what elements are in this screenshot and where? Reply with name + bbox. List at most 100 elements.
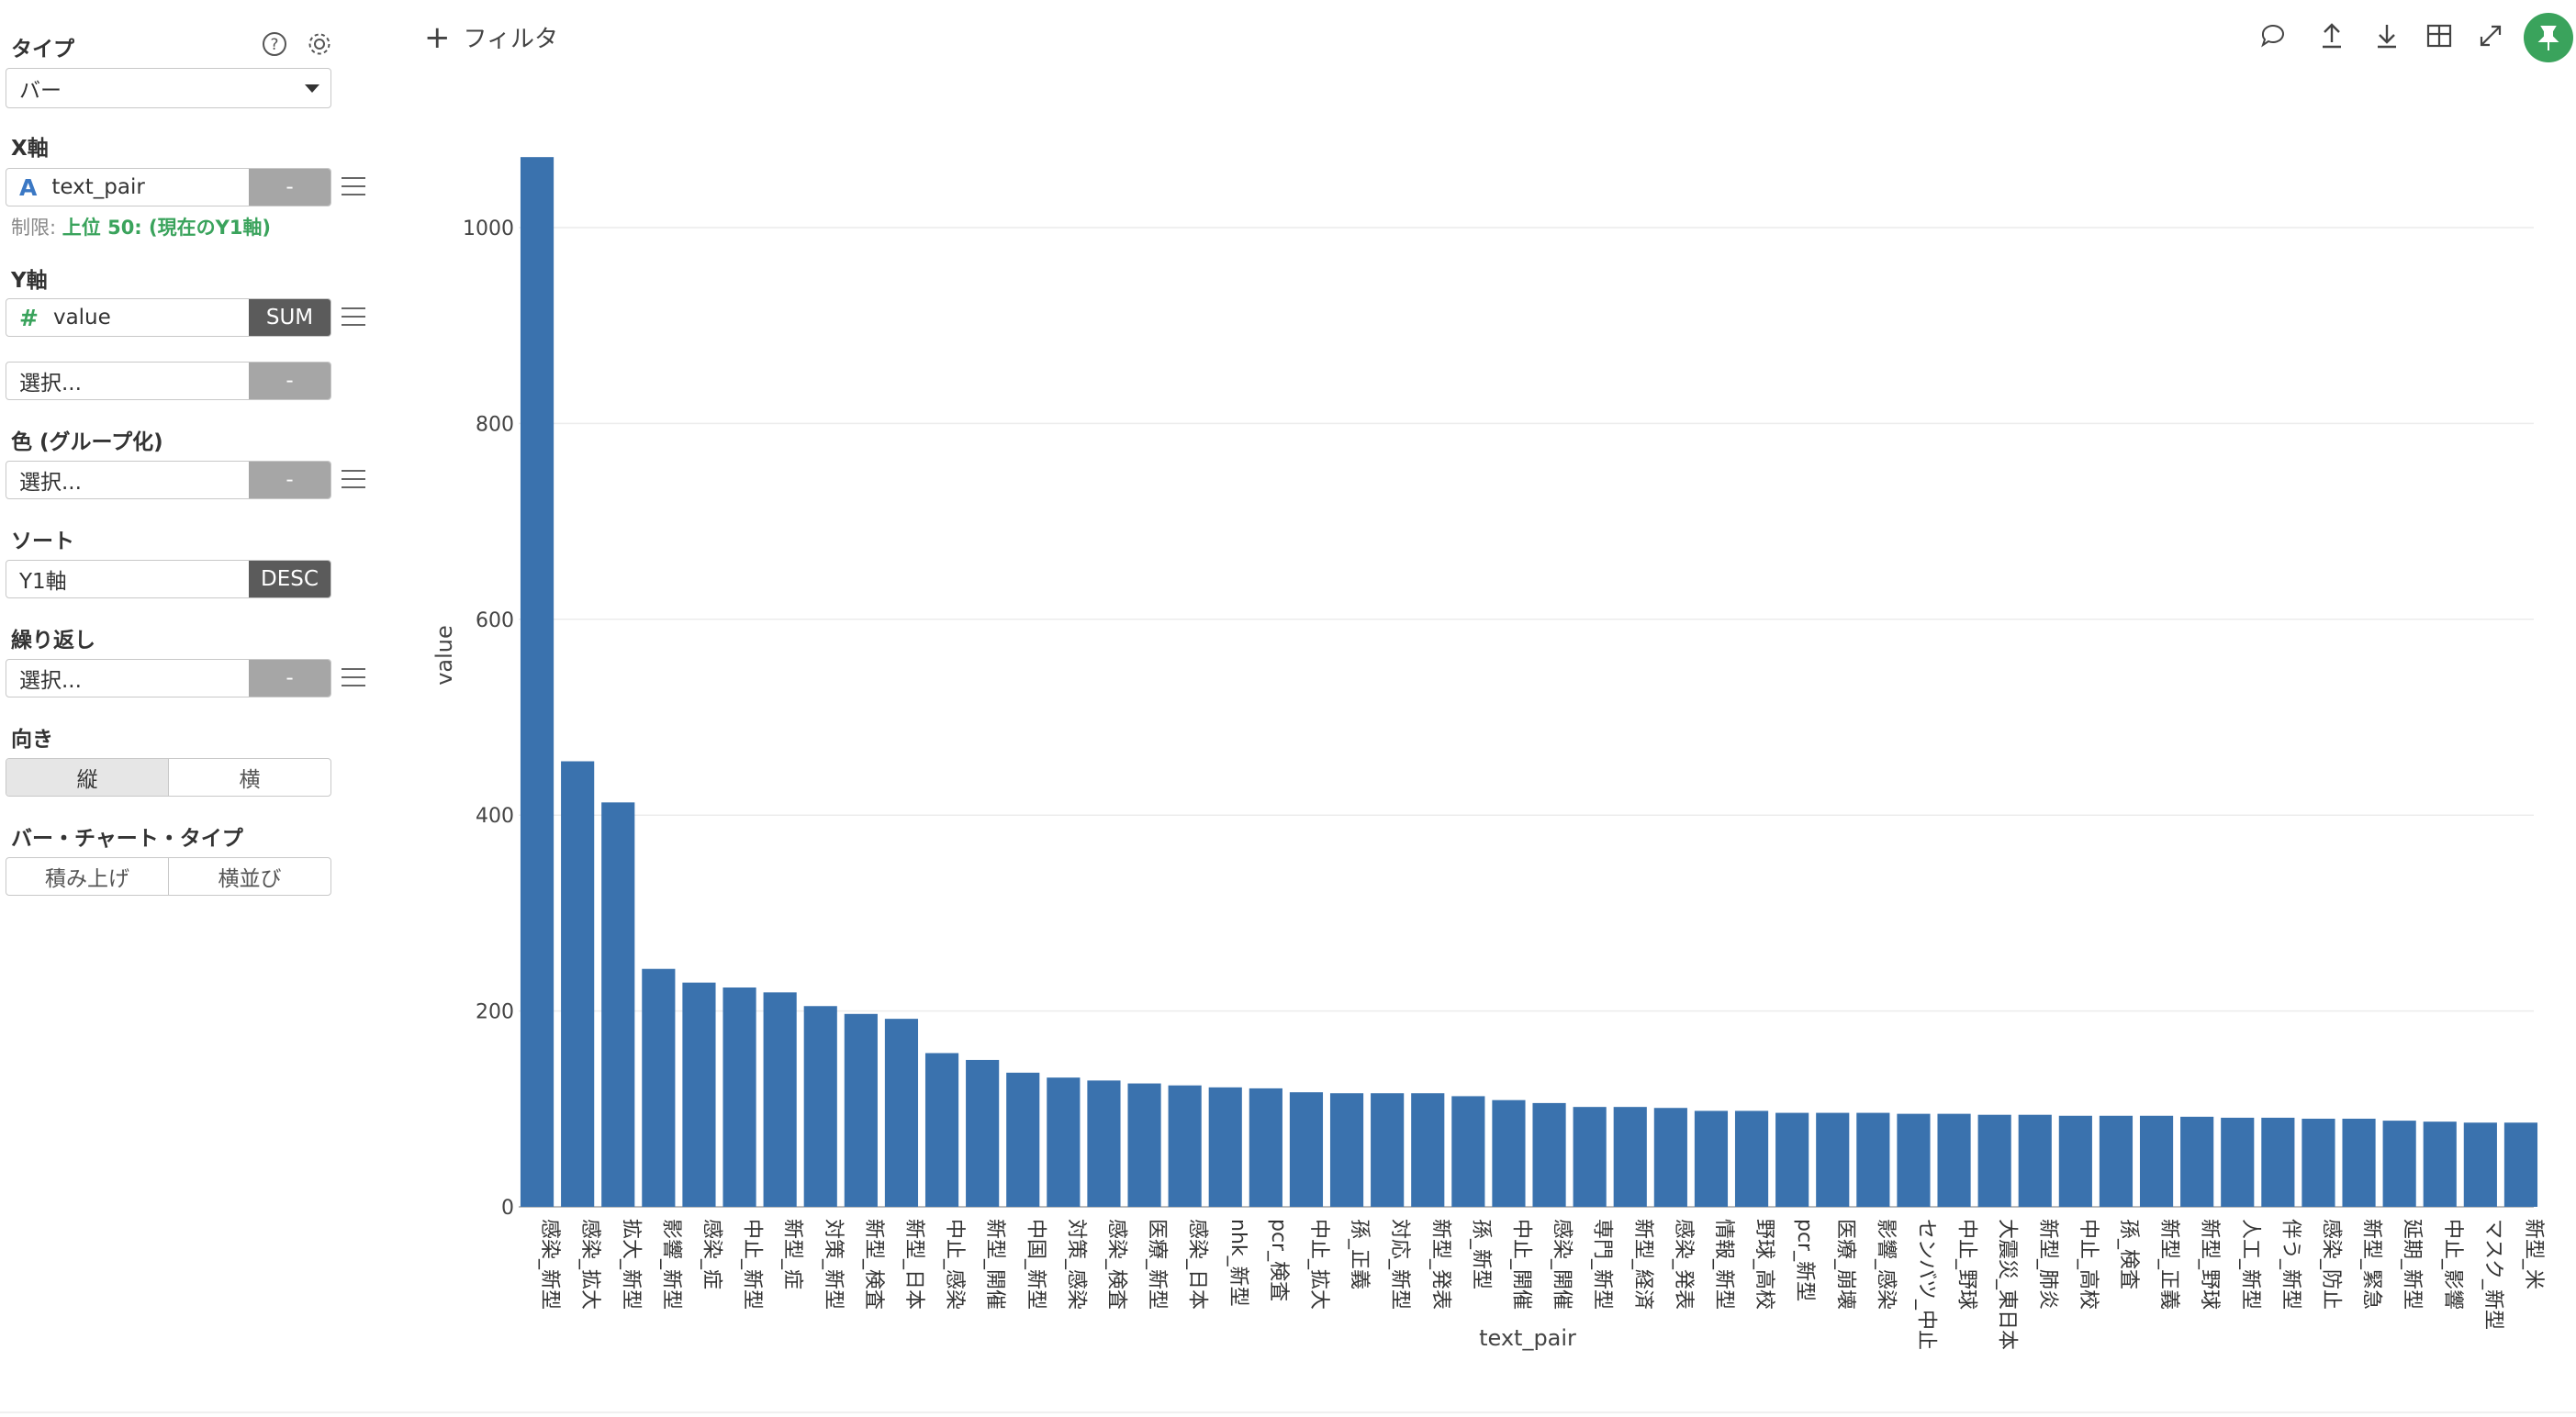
bar[interactable] xyxy=(1289,1092,1324,1207)
xaxis-field[interactable]: A text_pair - xyxy=(6,168,331,206)
bar[interactable] xyxy=(924,1053,959,1207)
bar[interactable] xyxy=(2302,1118,2335,1207)
add-filter-button[interactable]: + フィルタ xyxy=(424,20,558,54)
bar[interactable] xyxy=(1937,1113,1971,1207)
sort-order-button[interactable]: DESC xyxy=(249,561,330,597)
bar[interactable] xyxy=(2221,1117,2255,1207)
x-category-label: 医療_崩壊 xyxy=(1833,1219,1856,1310)
bar[interactable] xyxy=(1208,1087,1242,1207)
x-category-label: 対応_新型 xyxy=(1388,1219,1411,1310)
bar[interactable] xyxy=(2099,1115,2134,1207)
bar[interactable] xyxy=(1816,1112,1850,1207)
yaxis-aggregation-button[interactable]: SUM xyxy=(249,299,330,336)
comment-icon[interactable] xyxy=(2257,20,2289,51)
bar[interactable] xyxy=(722,987,756,1207)
color-menu-icon[interactable] xyxy=(342,470,365,490)
bar[interactable] xyxy=(1047,1077,1081,1207)
bar[interactable] xyxy=(1856,1112,1890,1207)
expand-icon[interactable] xyxy=(2475,20,2506,51)
bar[interactable] xyxy=(966,1059,1000,1207)
gear-icon[interactable] xyxy=(307,31,332,57)
bar[interactable] xyxy=(763,992,797,1207)
table-icon[interactable] xyxy=(2424,20,2455,51)
bar[interactable] xyxy=(1127,1083,1161,1207)
y2-field[interactable]: 選択... - xyxy=(6,362,331,400)
yaxis-field[interactable]: # value SUM xyxy=(6,298,331,337)
x-category-labels: 感染_新型 感染_拡大 拡大_新型 影響_新型 感染_症 中止_新型 新型_症 対策_新型 新型… xyxy=(538,1219,2545,1350)
xaxis-aggregation-button[interactable]: - xyxy=(249,169,330,206)
x-category-label: マスク_新型 xyxy=(2481,1219,2504,1330)
help-icon[interactable]: ? xyxy=(262,31,287,57)
x-category-label: 感染_開催 xyxy=(1551,1219,1574,1310)
orientation-label: 向き xyxy=(11,728,53,752)
repeat-aggregation-button[interactable]: - xyxy=(249,660,330,697)
bar[interactable] xyxy=(884,1019,919,1207)
bar[interactable] xyxy=(520,157,554,1207)
bar[interactable] xyxy=(1897,1113,1931,1207)
bar[interactable] xyxy=(1694,1110,1729,1207)
y2-aggregation-button[interactable]: - xyxy=(249,363,330,399)
bar[interactable] xyxy=(682,982,716,1207)
bar[interactable] xyxy=(1006,1072,1040,1207)
bar[interactable] xyxy=(2382,1121,2416,1207)
bar[interactable] xyxy=(1775,1112,1809,1207)
orientation-vertical-button[interactable]: 縦 xyxy=(6,759,168,796)
bar[interactable] xyxy=(642,968,676,1207)
bar[interactable] xyxy=(1977,1114,2011,1207)
bar[interactable] xyxy=(2180,1116,2214,1207)
bar[interactable] xyxy=(601,802,635,1207)
bar[interactable] xyxy=(844,1013,878,1207)
repeat-menu-icon[interactable] xyxy=(342,668,365,688)
pin-button[interactable] xyxy=(2524,13,2573,62)
bar[interactable] xyxy=(1411,1093,1445,1207)
x-category-label: 拡大_新型 xyxy=(619,1219,642,1310)
bar[interactable] xyxy=(1087,1080,1121,1207)
repeat-field[interactable]: 選択... - xyxy=(6,659,331,697)
yaxis-label: Y軸 xyxy=(11,269,48,293)
sort-field[interactable]: Y1軸 DESC xyxy=(6,560,331,598)
x-category-label: 新型_検査 xyxy=(862,1219,885,1310)
bar[interactable] xyxy=(2463,1122,2497,1207)
bar[interactable] xyxy=(2423,1121,2457,1207)
bar-type-stacked-button[interactable]: 積み上げ xyxy=(45,867,129,891)
bar[interactable] xyxy=(1492,1099,1526,1207)
bar-type-label: バー・チャート・タイプ xyxy=(11,827,243,851)
bar[interactable] xyxy=(1532,1102,1566,1207)
bar[interactable] xyxy=(2261,1117,2295,1207)
bar-type-side-button[interactable]: 横並び xyxy=(168,858,330,895)
x-category-label: 大震災_東日本 xyxy=(1996,1219,2019,1350)
bar[interactable] xyxy=(1653,1108,1687,1207)
limit-prefix: 制限: xyxy=(11,217,57,239)
download-icon[interactable] xyxy=(2371,20,2402,51)
bar[interactable] xyxy=(1451,1096,1485,1207)
bar[interactable] xyxy=(561,761,595,1207)
bar[interactable] xyxy=(1573,1107,1607,1207)
bar[interactable] xyxy=(2503,1122,2538,1207)
x-category-label: 新型_発表 xyxy=(1428,1219,1451,1310)
xaxis-menu-icon[interactable] xyxy=(342,177,365,197)
chart-type-select[interactable]: バー xyxy=(6,68,331,108)
bar[interactable] xyxy=(2058,1115,2092,1207)
bar[interactable] xyxy=(1734,1110,1769,1207)
bar[interactable] xyxy=(1249,1088,1282,1207)
orientation-horizontal-button[interactable]: 横 xyxy=(168,759,330,796)
bar[interactable] xyxy=(1329,1093,1364,1207)
bar[interactable] xyxy=(2342,1118,2376,1207)
x-category-label: 人工_新型 xyxy=(2238,1219,2261,1310)
y-tick-label: 1000 xyxy=(463,218,514,240)
bar[interactable] xyxy=(1371,1093,1405,1207)
x-category-label: 中止_新型 xyxy=(741,1219,764,1310)
bar[interactable] xyxy=(2018,1114,2052,1207)
x-category-label: 対策_感染 xyxy=(1064,1219,1087,1310)
xaxis-field-name: text_pair xyxy=(51,175,145,199)
color-field[interactable]: 選択... - xyxy=(6,461,331,499)
bar[interactable] xyxy=(803,1006,837,1207)
upload-icon[interactable] xyxy=(2316,20,2347,51)
limit-link[interactable]: 上位 50: (現在のY1軸) xyxy=(62,217,272,239)
bar[interactable] xyxy=(1613,1107,1647,1207)
yaxis-menu-icon[interactable] xyxy=(342,307,365,328)
x-category-label: 感染_日本 xyxy=(1186,1219,1209,1310)
bar[interactable] xyxy=(2139,1115,2174,1207)
bar[interactable] xyxy=(1168,1085,1202,1207)
color-aggregation-button[interactable]: - xyxy=(249,462,330,498)
